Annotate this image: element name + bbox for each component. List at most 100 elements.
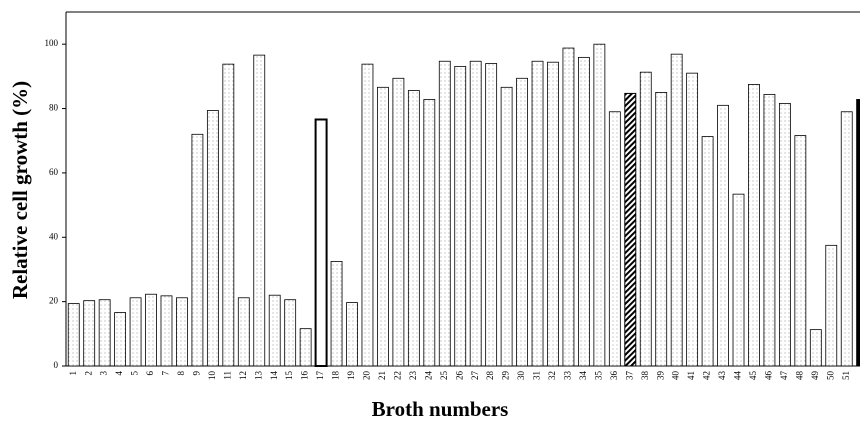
x-tick-label: 5 bbox=[130, 371, 140, 376]
x-tick-label: 2 bbox=[83, 371, 93, 376]
x-tick-label: 32 bbox=[547, 371, 557, 380]
bar bbox=[454, 65, 467, 367]
x-tick-label: 3 bbox=[99, 371, 109, 376]
x-tick-label: 22 bbox=[392, 371, 402, 380]
x-tick-label: 13 bbox=[253, 371, 263, 381]
x-tick-label: 25 bbox=[439, 371, 449, 381]
x-tick-label: 21 bbox=[377, 371, 387, 380]
x-tick-label: 26 bbox=[454, 371, 464, 381]
x-tick-label: 31 bbox=[532, 371, 542, 380]
x-tick-label: 38 bbox=[640, 371, 650, 381]
x-tick-label: 50 bbox=[825, 371, 835, 381]
x-tick-label: 7 bbox=[161, 371, 171, 376]
bar bbox=[145, 293, 157, 367]
bar bbox=[129, 297, 142, 367]
bar bbox=[485, 63, 498, 367]
x-tick-label: 41 bbox=[686, 371, 696, 380]
bar bbox=[114, 312, 127, 367]
x-tick-label: 11 bbox=[222, 371, 232, 380]
x-tick-label: 24 bbox=[423, 371, 433, 381]
bar bbox=[191, 133, 204, 367]
bar bbox=[438, 60, 451, 367]
bar bbox=[516, 77, 528, 367]
x-tick-label: 19 bbox=[346, 371, 356, 381]
bar bbox=[778, 102, 791, 367]
bar bbox=[67, 303, 80, 367]
bar bbox=[423, 99, 436, 367]
bar bbox=[717, 104, 729, 367]
x-tick-label: 30 bbox=[516, 371, 526, 381]
bar bbox=[160, 295, 173, 367]
x-tick-label: 44 bbox=[733, 371, 743, 381]
x-tick-label: 8 bbox=[176, 371, 186, 376]
bar bbox=[856, 99, 860, 367]
bar bbox=[639, 71, 652, 367]
bar bbox=[624, 92, 637, 367]
bar bbox=[825, 244, 838, 367]
x-tick-label: 45 bbox=[748, 371, 758, 381]
bar bbox=[83, 300, 96, 367]
bar bbox=[732, 193, 745, 367]
bar bbox=[377, 86, 389, 367]
x-tick-label: 17 bbox=[315, 371, 325, 381]
x-tick-label: 37 bbox=[624, 371, 634, 381]
bar bbox=[330, 261, 343, 367]
x-tick-label: 39 bbox=[655, 371, 665, 381]
x-tick-label: 47 bbox=[779, 371, 789, 381]
x-tick-label: 12 bbox=[238, 371, 248, 380]
bar bbox=[608, 111, 621, 367]
x-tick-label: 33 bbox=[563, 371, 573, 381]
bar bbox=[222, 63, 235, 367]
x-tick-label: 27 bbox=[470, 371, 480, 381]
x-tick-label: 29 bbox=[501, 371, 511, 381]
bar bbox=[748, 84, 760, 367]
x-tick-label: 23 bbox=[408, 371, 418, 381]
bar bbox=[176, 297, 188, 367]
bar bbox=[299, 328, 312, 367]
x-tick-label: 42 bbox=[702, 371, 712, 380]
bar bbox=[268, 294, 281, 367]
bar bbox=[98, 299, 111, 367]
bar bbox=[670, 53, 683, 367]
bar bbox=[206, 110, 219, 367]
bar bbox=[253, 54, 266, 367]
x-axis-title: Broth numbers bbox=[372, 397, 509, 421]
x-tick-label: 46 bbox=[763, 371, 773, 381]
x-tick-label: 4 bbox=[114, 371, 124, 376]
y-tick-label: 60 bbox=[49, 167, 59, 177]
bar bbox=[500, 86, 513, 367]
x-tick-label: 35 bbox=[593, 371, 603, 381]
y-axis-title: Relative cell growth (%) bbox=[8, 81, 32, 299]
bar bbox=[346, 302, 358, 367]
y-tick-label: 80 bbox=[49, 103, 59, 113]
x-tick-label: 14 bbox=[269, 371, 279, 381]
x-tick-label: 18 bbox=[331, 371, 341, 381]
bar bbox=[314, 118, 328, 367]
bar bbox=[593, 43, 606, 367]
bar bbox=[531, 60, 544, 367]
x-tick-label: 28 bbox=[485, 371, 495, 381]
x-tick-label: 9 bbox=[191, 371, 201, 376]
x-tick-label: 34 bbox=[578, 371, 588, 381]
y-tick-label: 20 bbox=[49, 296, 59, 306]
x-tick-label: 36 bbox=[609, 371, 619, 381]
bar bbox=[794, 135, 807, 367]
x-tick-label: 15 bbox=[284, 371, 294, 381]
y-tick-label: 100 bbox=[45, 38, 59, 48]
bar bbox=[809, 329, 822, 367]
x-tick-label: 51 bbox=[841, 371, 851, 380]
bar bbox=[655, 92, 668, 367]
bar bbox=[547, 61, 559, 367]
x-tick-label: 43 bbox=[717, 371, 727, 381]
bar bbox=[578, 56, 590, 367]
bar bbox=[469, 60, 482, 367]
y-tick-label: 0 bbox=[54, 360, 59, 370]
x-tick-label: 1 bbox=[68, 371, 78, 376]
x-tick-label: 49 bbox=[810, 371, 820, 381]
x-tick-label: 10 bbox=[207, 371, 217, 381]
x-tick-label: 20 bbox=[362, 371, 372, 381]
bar bbox=[686, 72, 699, 367]
bar bbox=[701, 136, 714, 367]
